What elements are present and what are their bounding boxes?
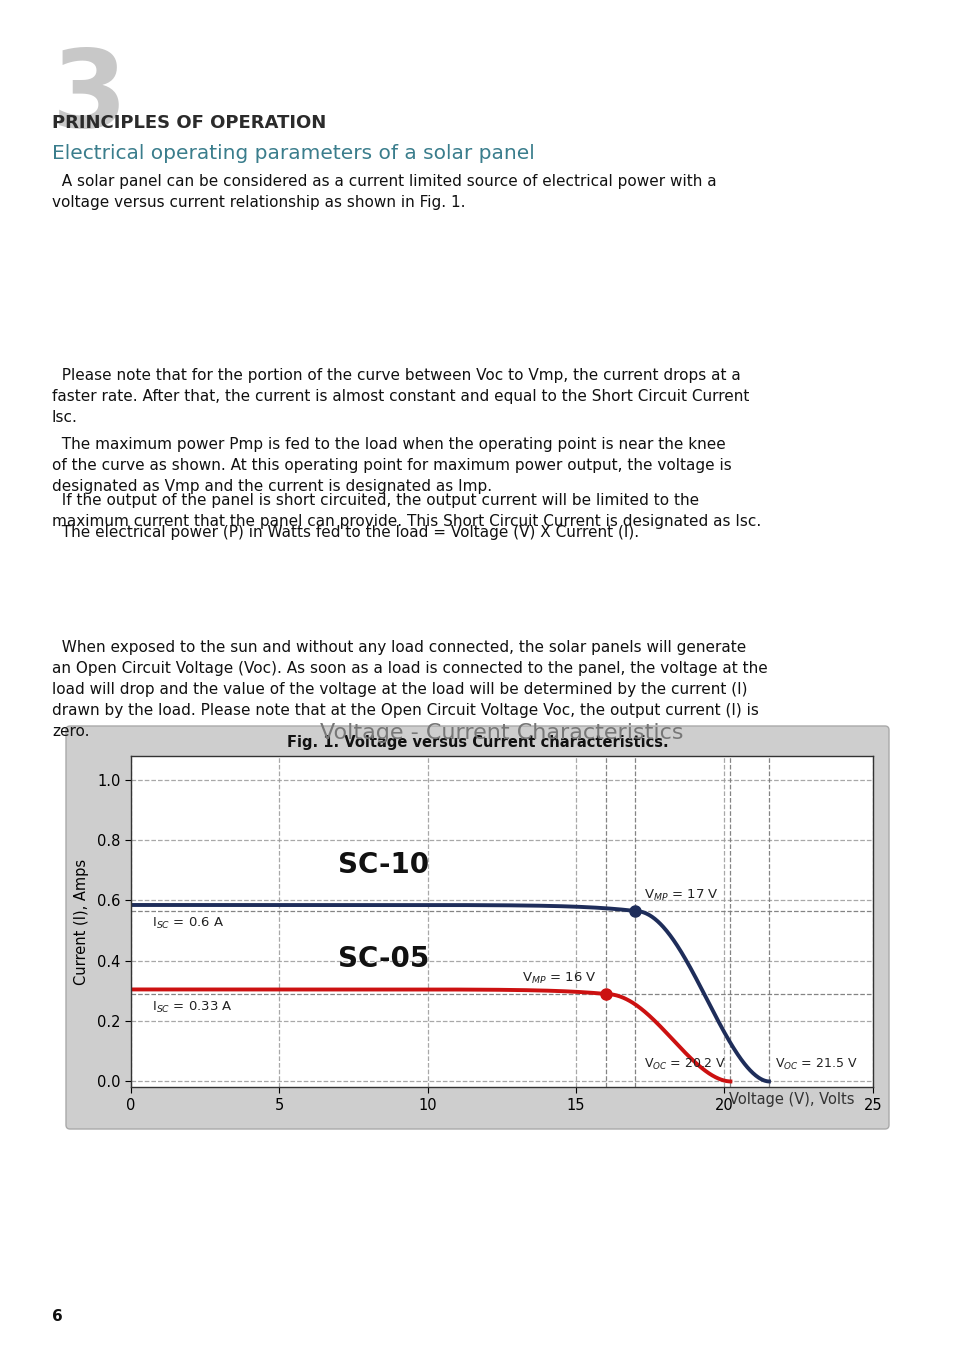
Text: I$_{SC}$ = 0.6 A: I$_{SC}$ = 0.6 A [152,915,224,930]
Text: 6: 6 [52,1309,63,1324]
Title: Voltage - Current Characteristics: Voltage - Current Characteristics [320,723,683,743]
Text: Electrical operating parameters of a solar panel: Electrical operating parameters of a sol… [52,144,535,162]
Text: V$_{MP}$ = 16 V: V$_{MP}$ = 16 V [521,971,597,987]
Text: If the output of the panel is short circuited, the output current will be limite: If the output of the panel is short circ… [52,493,760,529]
Text: SC-05: SC-05 [337,945,429,974]
Text: Voltage (V), Volts: Voltage (V), Volts [729,1091,854,1108]
Text: I$_{SC}$ = 0.33 A: I$_{SC}$ = 0.33 A [152,1001,233,1016]
Text: Please note that for the portion of the curve between Voc to Vmp, the current dr: Please note that for the portion of the … [52,368,749,425]
FancyBboxPatch shape [66,726,888,1129]
Text: SC-10: SC-10 [337,852,429,879]
Text: A solar panel can be considered as a current limited source of electrical power : A solar panel can be considered as a cur… [52,175,716,210]
Text: V$_{OC}$ = 21.5 V: V$_{OC}$ = 21.5 V [774,1057,857,1072]
Text: PRINCIPLES OF OPERATION: PRINCIPLES OF OPERATION [52,114,326,131]
Text: Fig. 1. Voltage versus Current characteristics.: Fig. 1. Voltage versus Current character… [287,735,668,750]
Text: The maximum power Pmp is fed to the load when the operating point is near the kn: The maximum power Pmp is fed to the load… [52,437,731,494]
Text: V$_{MP}$ = 17 V: V$_{MP}$ = 17 V [643,888,719,903]
Text: When exposed to the sun and without any load connected, the solar panels will ge: When exposed to the sun and without any … [52,640,767,739]
Text: V$_{OC}$ = 20.2 V: V$_{OC}$ = 20.2 V [643,1057,725,1072]
Text: The electrical power (P) in Watts fed to the load = Voltage (V) X Current (I).: The electrical power (P) in Watts fed to… [52,525,639,540]
Y-axis label: Current (I), Amps: Current (I), Amps [73,858,89,984]
Text: 3: 3 [52,43,128,150]
